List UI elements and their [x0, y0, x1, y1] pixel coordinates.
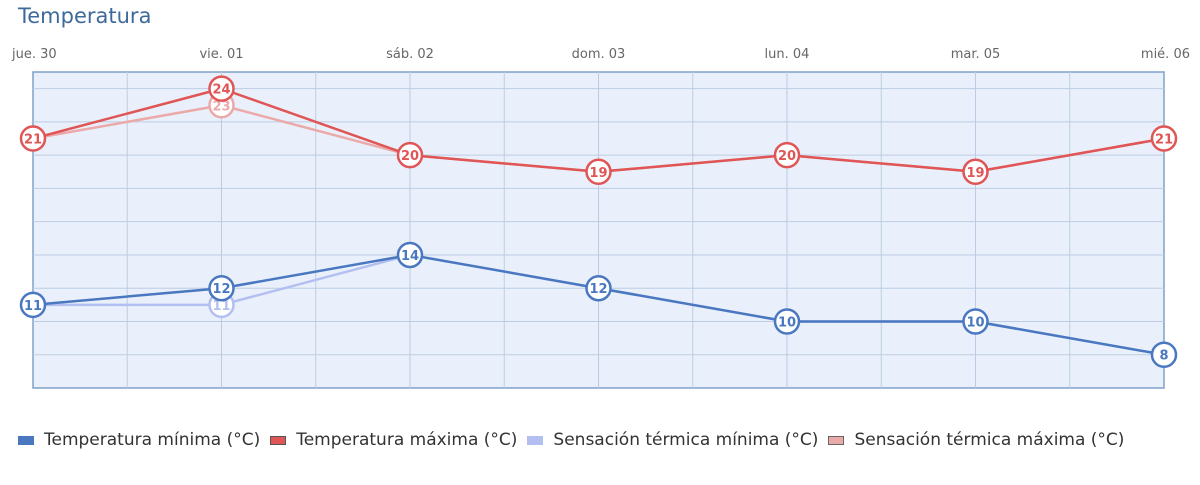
chart-title: Temperatura — [18, 4, 152, 28]
data-point-max — [585, 158, 612, 186]
data-point-min — [962, 308, 989, 335]
x-tick-label: vie. 01 — [199, 47, 243, 62]
data-point-max — [208, 75, 235, 102]
x-tick-label: sáb. 02 — [386, 47, 434, 62]
x-tick-label: mar. 05 — [951, 47, 1001, 62]
grid — [33, 72, 1164, 388]
legend-item-feel-max[interactable]: Sensación térmica máxima (°C) — [828, 430, 1124, 450]
data-label-max: 21 — [1155, 133, 1173, 148]
legend-item-min[interactable]: Temperatura mínima (°C) — [18, 430, 260, 450]
data-point-min — [585, 274, 612, 302]
legend-item-feel-min[interactable]: Sensación térmica mínima (°C) — [527, 430, 818, 450]
data-label-max: 20 — [778, 149, 796, 164]
data-point-max — [773, 141, 801, 169]
data-label-max: 20 — [401, 149, 419, 164]
data-label-min: 14 — [401, 249, 419, 264]
data-point-max — [962, 158, 989, 186]
data-point-min — [208, 274, 235, 302]
legend-label-max: Temperatura máxima (°C) — [296, 430, 518, 450]
data-label-feel_max: 23 — [212, 99, 230, 114]
x-tick-label: dom. 03 — [572, 47, 626, 62]
data-label-max: 19 — [589, 166, 607, 181]
legend-swatch-min — [18, 435, 34, 445]
data-label-min: 10 — [966, 315, 984, 330]
legend-swatch-max — [270, 435, 287, 445]
series-points: 11 23 11 12 14 12 10 10 8 21 24 20 19 20 19 21 — [19, 75, 1178, 368]
legend-label-feel-max: Sensación térmica máxima (°C) — [854, 430, 1125, 450]
legend-swatch-feel-min — [527, 435, 544, 445]
data-label-max: 19 — [966, 166, 984, 181]
data-point-min — [773, 308, 801, 335]
data-point-max — [1150, 125, 1178, 152]
data-label-min: 8 — [1159, 349, 1168, 364]
x-tick-label: lun. 04 — [765, 47, 810, 62]
temperature-chart: jue. 30 vie. 01 sáb. 02 dom. 03 lun. 04 mar. … — [11, 47, 1190, 389]
data-point-min — [1150, 341, 1178, 368]
data-label-feel_min: 11 — [212, 299, 230, 314]
x-axis-ticks: jue. 30 vie. 01 sáb. 02 dom. 03 lun. 04 mar. … — [11, 47, 1190, 62]
data-label-min: 11 — [24, 299, 42, 314]
legend: Temperatura mínima (°C) Temperatura máxi… — [18, 430, 1134, 450]
data-label-min: 10 — [778, 315, 796, 330]
legend-item-max[interactable]: Temperatura máxima (°C) — [270, 430, 517, 450]
data-label-max: 21 — [24, 133, 42, 148]
x-tick-label: mié. 06 — [1141, 47, 1190, 62]
data-point-min — [396, 241, 424, 269]
data-point-min — [19, 291, 47, 319]
data-label-max: 24 — [212, 83, 230, 98]
data-label-min: 12 — [212, 282, 230, 297]
data-point-max — [396, 141, 424, 169]
data-label-min: 12 — [589, 282, 607, 297]
data-point-max — [19, 125, 47, 152]
legend-swatch-feel-max — [828, 435, 845, 445]
x-tick-label: jue. 30 — [11, 47, 57, 62]
legend-label-min: Temperatura mínima (°C) — [44, 430, 261, 450]
legend-label-feel-min: Sensación térmica mínima (°C) — [553, 430, 819, 450]
